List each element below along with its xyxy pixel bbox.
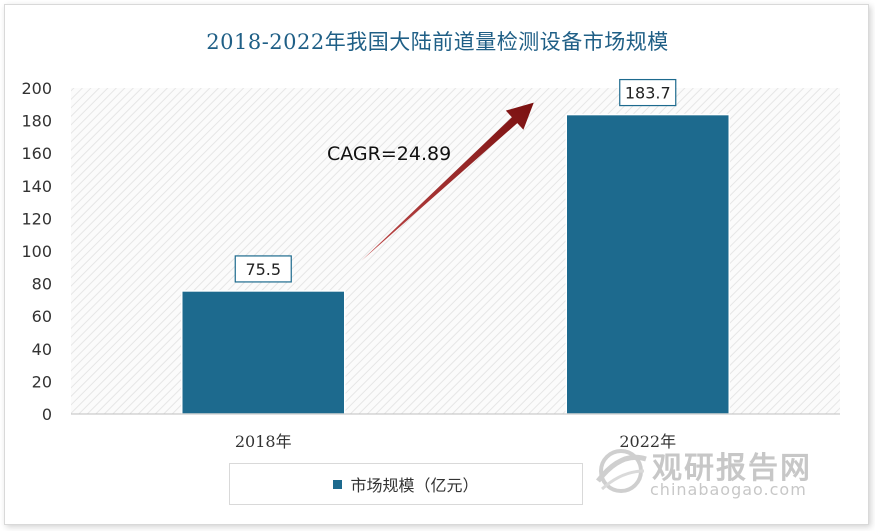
legend-label: 市场规模（亿元） <box>350 476 479 495</box>
watermark-en: chinabaogao.com <box>650 480 807 499</box>
y-tick-label: 40 <box>32 340 52 359</box>
y-tick-label: 100 <box>21 242 52 261</box>
y-tick-label: 0 <box>42 405 52 424</box>
legend-swatch <box>333 479 343 489</box>
legend-item: 市场规模（亿元） <box>230 464 582 504</box>
watermark-cn: 观研报告网 <box>652 451 812 486</box>
cagr-arrow-shape <box>361 102 534 261</box>
cagr-annotation: CAGR=24.89 <box>327 143 451 165</box>
data-label-box <box>619 78 677 107</box>
y-tick-label: 20 <box>32 372 52 391</box>
y-tick-label: 160 <box>21 144 52 163</box>
cagr-arrow <box>361 102 534 261</box>
chart-title: 2018-2022年我国大陆前道量检测设备市场规模 <box>206 30 669 54</box>
bars <box>181 113 730 415</box>
x-tick-label: 2018年 <box>235 432 292 451</box>
data-label: 183.7 <box>625 84 671 103</box>
y-axis: 0 20 40 60 80 100 120 140 160 180 200 <box>21 79 52 424</box>
bar-0 <box>181 290 346 415</box>
y-tick-label: 120 <box>21 209 52 228</box>
bar-1 <box>565 113 730 415</box>
globe-swoosh-icon <box>596 449 647 493</box>
data-label: 75.5 <box>245 260 281 279</box>
watermark: 观研报告网 chinabaogao.com <box>590 435 850 505</box>
y-tick-label: 180 <box>21 112 52 131</box>
y-tick-label: 200 <box>21 79 52 98</box>
x-axis: 2018年 2022年 <box>71 413 840 451</box>
legend: 市场规模（亿元） <box>229 463 583 505</box>
y-tick-label: 60 <box>32 307 52 326</box>
data-label-box <box>234 255 292 283</box>
data-labels: 75.5 183.7 <box>234 78 677 283</box>
x-tick-label: 2022年 <box>619 432 676 451</box>
y-tick-label: 80 <box>32 275 52 294</box>
y-tick-label: 140 <box>21 177 52 196</box>
